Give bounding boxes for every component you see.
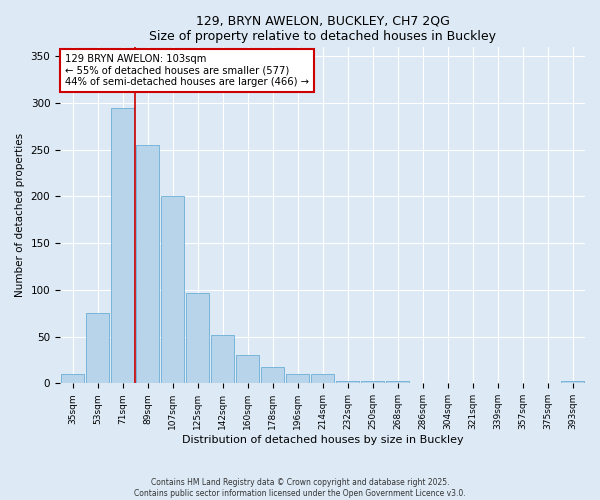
Text: 129 BRYN AWELON: 103sqm
← 55% of detached houses are smaller (577)
44% of semi-d: 129 BRYN AWELON: 103sqm ← 55% of detache… — [65, 54, 309, 87]
Bar — [311, 374, 334, 384]
Text: Contains HM Land Registry data © Crown copyright and database right 2025.
Contai: Contains HM Land Registry data © Crown c… — [134, 478, 466, 498]
Bar — [261, 366, 284, 384]
Bar — [86, 314, 109, 384]
Bar — [286, 374, 309, 384]
Bar — [336, 382, 359, 384]
Bar — [186, 292, 209, 384]
Bar — [211, 335, 234, 384]
Bar — [361, 382, 384, 384]
Bar — [61, 374, 84, 384]
Bar — [386, 382, 409, 384]
Bar — [136, 145, 159, 384]
Bar — [561, 382, 584, 384]
Y-axis label: Number of detached properties: Number of detached properties — [15, 133, 25, 297]
Bar — [161, 196, 184, 384]
Bar — [111, 108, 134, 384]
X-axis label: Distribution of detached houses by size in Buckley: Distribution of detached houses by size … — [182, 435, 463, 445]
Title: 129, BRYN AWELON, BUCKLEY, CH7 2QG
Size of property relative to detached houses : 129, BRYN AWELON, BUCKLEY, CH7 2QG Size … — [149, 15, 496, 43]
Bar — [236, 356, 259, 384]
